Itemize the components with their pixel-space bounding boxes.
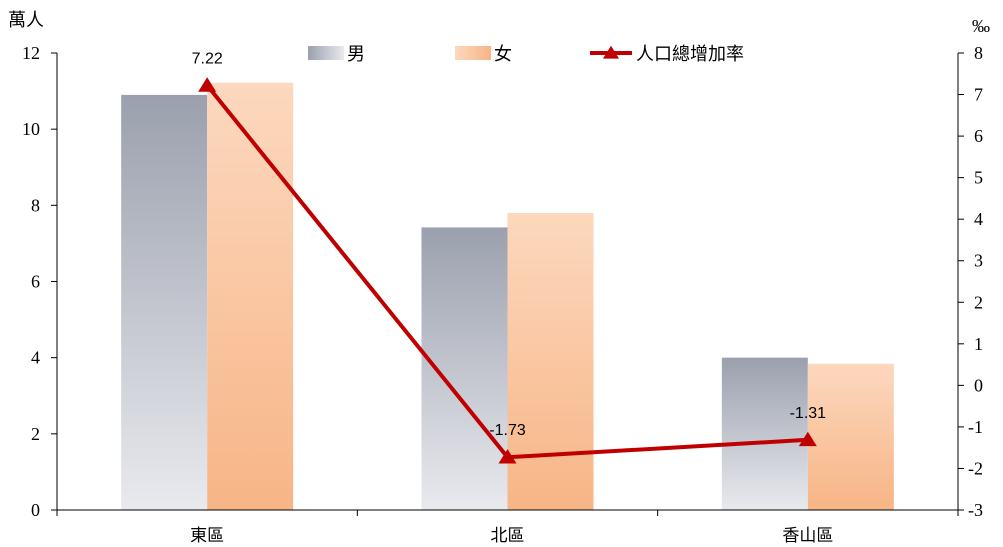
left-axis-tick-label: 8 <box>31 195 40 215</box>
growth-rate-data-label-1: -1.73 <box>489 422 526 439</box>
left-axis-tick-label: 6 <box>31 272 40 292</box>
right-axis-tick-label: 6 <box>974 126 983 146</box>
left-axis-tick-label: 2 <box>31 424 40 444</box>
legend-label-male: 男 <box>347 44 365 64</box>
growth-rate-marker-0 <box>198 77 217 92</box>
right-axis-tick-label: 2 <box>974 292 983 312</box>
right-axis-tick-label: 4 <box>974 209 983 229</box>
right-axis-tick-label: 0 <box>974 375 983 395</box>
legend-marker-triangle-icon <box>603 45 619 59</box>
right-axis-tick-label: -1 <box>968 417 983 437</box>
left-axis-tick-label: 0 <box>31 500 40 520</box>
growth-rate-marker-2 <box>798 431 817 447</box>
x-axis-category-label: 香山區 <box>782 526 833 545</box>
legend: 男 女 人口總增加率 <box>308 44 744 64</box>
right-axis-tick-label: -3 <box>968 500 983 520</box>
right-axis-tick-label: 3 <box>974 251 983 271</box>
growth-rate-data-label-0: 7.22 <box>192 50 223 67</box>
female-bar-1 <box>507 212 594 510</box>
right-axis-tick-label: -2 <box>968 458 983 478</box>
x-axis-category-label: 北區 <box>491 526 525 545</box>
legend-swatch-male <box>308 46 344 60</box>
x-axis-category-label: 東區 <box>190 526 224 545</box>
left-axis-unit-label: 萬人 <box>8 10 44 30</box>
male-bar-2 <box>721 357 808 510</box>
left-axis-tick-label: 12 <box>22 43 40 63</box>
right-axis-tick-label: 1 <box>974 334 983 354</box>
female-bar-2 <box>807 363 894 510</box>
legend-swatch-female <box>455 46 491 60</box>
right-axis-unit-label: ‰ <box>972 16 990 36</box>
left-axis-tick-label: 10 <box>22 119 40 139</box>
bar-group <box>121 82 894 511</box>
growth-rate-marker-1 <box>498 449 517 464</box>
right-axis-tick-label: 7 <box>974 85 983 105</box>
female-bar-0 <box>207 82 294 510</box>
growth-rate-data-label-2: -1.31 <box>790 405 827 422</box>
right-axis-tick-label: 8 <box>974 43 983 63</box>
line-series-group: 7.22 -1.73 -1.31 <box>192 50 827 464</box>
right-axis-tick-label: 5 <box>974 168 983 188</box>
male-bar-0 <box>121 94 208 511</box>
legend-label-female: 女 <box>494 44 512 64</box>
legend-label-growth-rate: 人口總增加率 <box>636 44 744 64</box>
left-axis-tick-label: 4 <box>31 348 40 368</box>
